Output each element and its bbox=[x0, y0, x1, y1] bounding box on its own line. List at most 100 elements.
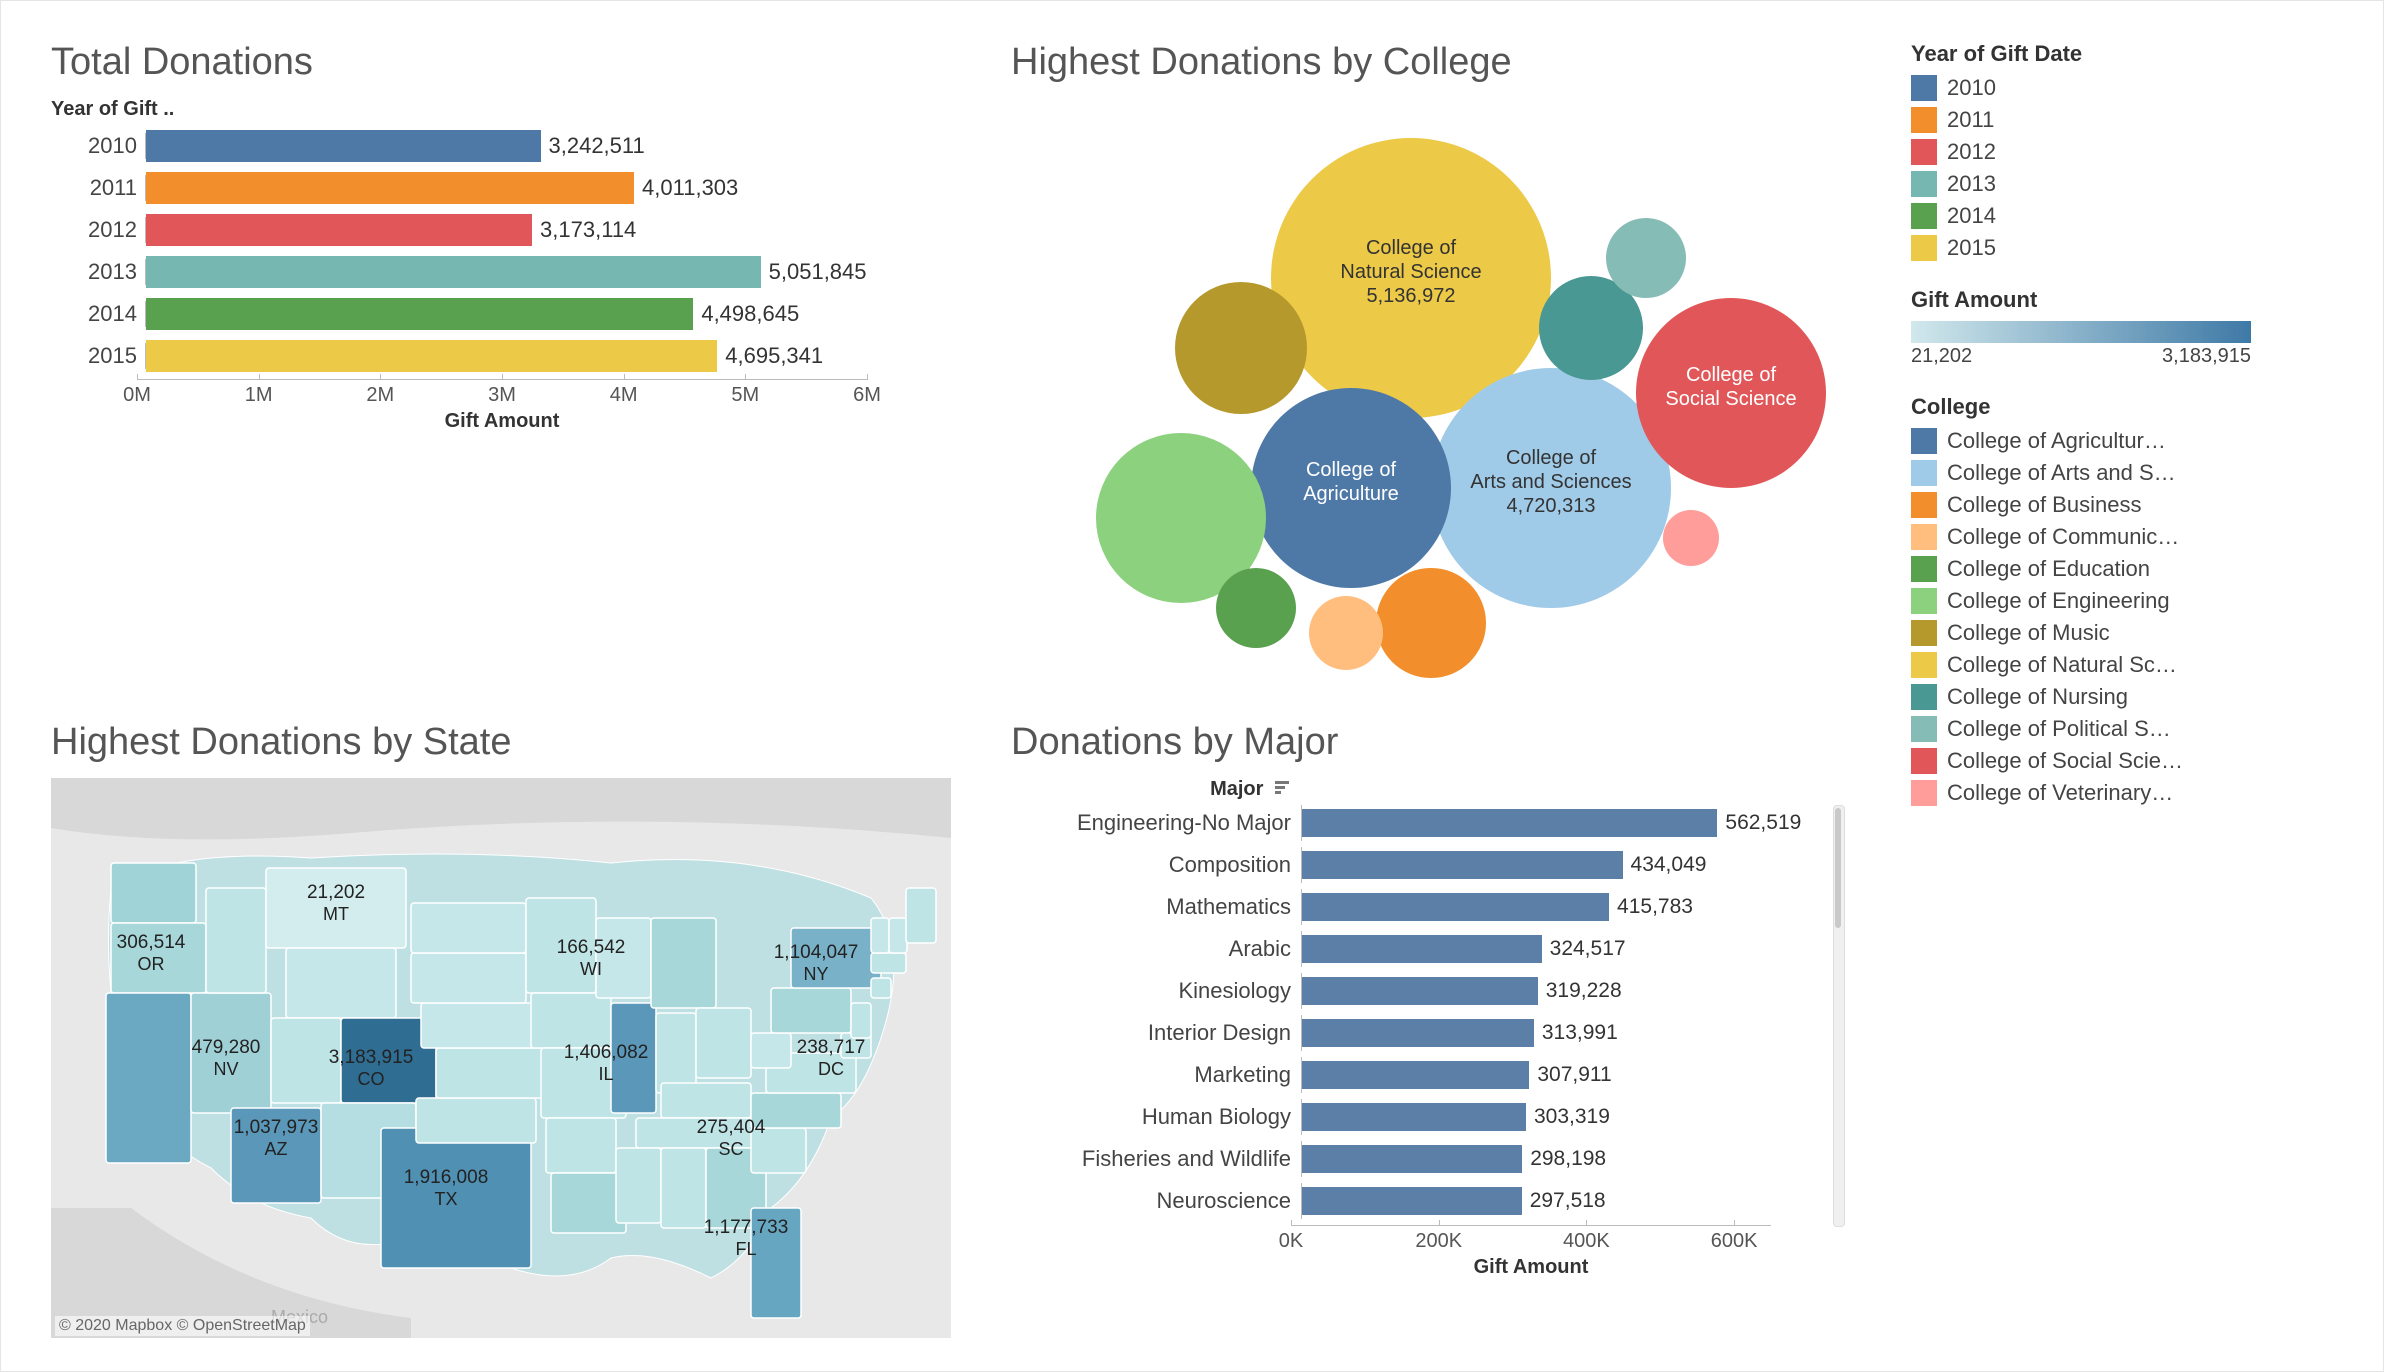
map-svg[interactable]: Mexico21,202MT306,514OR479,280NV3,183,91… bbox=[51, 778, 951, 1338]
by-major-row[interactable]: Composition434,049 bbox=[1011, 847, 1831, 883]
by-major-bar[interactable] bbox=[1302, 1145, 1522, 1173]
legend-college-item[interactable]: College of Education bbox=[1911, 556, 2331, 582]
college-bubble[interactable] bbox=[1663, 510, 1719, 566]
map-state-wa[interactable] bbox=[111, 863, 196, 923]
map-state-in[interactable] bbox=[656, 1013, 696, 1093]
legend-year-item[interactable]: 2012 bbox=[1911, 139, 2331, 165]
by-major-row[interactable]: Engineering-No Major562,519 bbox=[1011, 805, 1831, 841]
map-state-me[interactable] bbox=[906, 888, 936, 943]
map-state-ia[interactable] bbox=[531, 993, 611, 1048]
legend-college-item[interactable]: College of Nursing bbox=[1911, 684, 2331, 710]
map-state-ky[interactable] bbox=[661, 1083, 751, 1118]
map-state-vt[interactable] bbox=[871, 918, 889, 953]
map-state-ca[interactable] bbox=[106, 993, 191, 1163]
legend-label: College of Social Scie… bbox=[1947, 748, 2183, 774]
total-donations-row[interactable]: 20144,498,645 bbox=[51, 295, 951, 333]
legend-swatch bbox=[1911, 139, 1937, 165]
college-bubble[interactable] bbox=[1175, 282, 1307, 414]
by-major-row[interactable]: Fisheries and Wildlife298,198 bbox=[1011, 1141, 1831, 1177]
by-major-row[interactable]: Human Biology303,319 bbox=[1011, 1099, 1831, 1135]
legend-college-item[interactable]: College of Agricultur… bbox=[1911, 428, 2331, 454]
by-major-row[interactable]: Kinesiology319,228 bbox=[1011, 973, 1831, 1009]
by-major-row[interactable]: Marketing307,911 bbox=[1011, 1057, 1831, 1093]
map-state-name: WI bbox=[580, 959, 602, 979]
by-major-bar[interactable] bbox=[1302, 851, 1623, 879]
total-donations-bar[interactable] bbox=[146, 298, 693, 330]
legend-year-item[interactable]: 2010 bbox=[1911, 75, 2331, 101]
legend-label: College of Education bbox=[1947, 556, 2150, 582]
map-state-pa[interactable] bbox=[771, 988, 851, 1033]
map-state-oh[interactable] bbox=[696, 1008, 751, 1078]
total-donations-row[interactable]: 20154,695,341 bbox=[51, 337, 951, 375]
college-bubble[interactable] bbox=[1309, 596, 1383, 670]
total-donations-row[interactable]: 20103,242,511 bbox=[51, 127, 951, 165]
total-donations-row[interactable]: 20123,173,114 bbox=[51, 211, 951, 249]
legend-year-item[interactable]: 2014 bbox=[1911, 203, 2331, 229]
by-major-row[interactable]: Interior Design313,991 bbox=[1011, 1015, 1831, 1051]
map-state-wy[interactable] bbox=[286, 948, 396, 1018]
legend-label: College of Engineering bbox=[1947, 588, 2170, 614]
total-donations-bar[interactable] bbox=[146, 256, 761, 288]
map-state-al[interactable] bbox=[661, 1148, 706, 1228]
college-bubble[interactable] bbox=[1216, 568, 1296, 648]
legend-swatch bbox=[1911, 684, 1937, 710]
map-state-mi[interactable] bbox=[651, 918, 716, 1008]
legend-college-item[interactable]: College of Arts and S… bbox=[1911, 460, 2331, 486]
legend-college-item[interactable]: College of Political S… bbox=[1911, 716, 2331, 742]
total-donations-bar[interactable] bbox=[146, 214, 532, 246]
map-state-nh[interactable] bbox=[889, 918, 907, 953]
legend-college-item[interactable]: College of Music bbox=[1911, 620, 2331, 646]
college-bubble[interactable] bbox=[1376, 568, 1486, 678]
total-donations-bar[interactable] bbox=[146, 130, 541, 162]
by-major-bar[interactable] bbox=[1302, 1187, 1522, 1215]
legend-gift-amount: Gift Amount 21,202 3,183,915 bbox=[1911, 287, 2331, 368]
college-bubble[interactable] bbox=[1606, 218, 1686, 298]
by-major-bar[interactable] bbox=[1302, 1103, 1526, 1131]
map-state-la[interactable] bbox=[551, 1173, 626, 1233]
map-state-sd[interactable] bbox=[411, 953, 526, 1003]
legend-college-item[interactable]: College of Communic… bbox=[1911, 524, 2331, 550]
map-state-ma[interactable] bbox=[871, 953, 906, 973]
by-major-bar[interactable] bbox=[1302, 935, 1542, 963]
legend-year-item[interactable]: 2015 bbox=[1911, 235, 2331, 261]
college-bubble-label: College of bbox=[1506, 447, 1597, 469]
legend-college-item[interactable]: College of Natural Sc… bbox=[1911, 652, 2331, 678]
map-state-id[interactable] bbox=[206, 888, 266, 993]
map-state-ms[interactable] bbox=[616, 1148, 661, 1223]
map-state-nj[interactable] bbox=[851, 1003, 871, 1038]
total-donations-row[interactable]: 20114,011,303 bbox=[51, 169, 951, 207]
legend-year-item[interactable]: 2013 bbox=[1911, 171, 2331, 197]
total-donations-bar[interactable] bbox=[146, 172, 634, 204]
sort-desc-icon[interactable] bbox=[1275, 781, 1291, 800]
xaxis-tick-label: 4M bbox=[610, 384, 638, 407]
legend-label: 2010 bbox=[1947, 75, 1996, 101]
total-donations-bar[interactable] bbox=[146, 340, 717, 372]
by-major-bar[interactable] bbox=[1302, 893, 1609, 921]
legend-college-item[interactable]: College of Business bbox=[1911, 492, 2331, 518]
map-state-ct[interactable] bbox=[871, 978, 891, 998]
legend-college-item[interactable]: College of Veterinary… bbox=[1911, 780, 2331, 806]
legend-college-item[interactable]: College of Social Scie… bbox=[1911, 748, 2331, 774]
legend-year-item[interactable]: 2011 bbox=[1911, 107, 2331, 133]
map-state-ks[interactable] bbox=[436, 1048, 546, 1098]
by-major-scrollbar-thumb[interactable] bbox=[1835, 808, 1841, 928]
by-major-bar[interactable] bbox=[1302, 1061, 1529, 1089]
by-major-row[interactable]: Neuroscience297,518 bbox=[1011, 1183, 1831, 1219]
college-bubble-label: Social Science bbox=[1665, 388, 1796, 410]
xaxis-tick-label: 2M bbox=[366, 384, 394, 407]
map-state-ok[interactable] bbox=[416, 1098, 536, 1143]
map-state-wv[interactable] bbox=[751, 1033, 791, 1068]
map-state-ar[interactable] bbox=[546, 1118, 616, 1173]
map-state-nd[interactable] bbox=[411, 903, 526, 953]
by-major-bar[interactable] bbox=[1302, 1019, 1534, 1047]
map-state-wi[interactable] bbox=[596, 918, 651, 998]
by-major-row[interactable]: Mathematics415,783 bbox=[1011, 889, 1831, 925]
map-state-ne[interactable] bbox=[421, 1003, 536, 1048]
total-donations-row[interactable]: 20135,051,845 bbox=[51, 253, 951, 291]
by-major-bar[interactable] bbox=[1302, 809, 1717, 837]
by-major-bar[interactable] bbox=[1302, 977, 1538, 1005]
by-major-row[interactable]: Arabic324,517 bbox=[1011, 931, 1831, 967]
by-major-scrollbar[interactable] bbox=[1833, 805, 1845, 1227]
by-major-axis-sub-label: Major bbox=[1210, 778, 1263, 800]
legend-college-item[interactable]: College of Engineering bbox=[1911, 588, 2331, 614]
